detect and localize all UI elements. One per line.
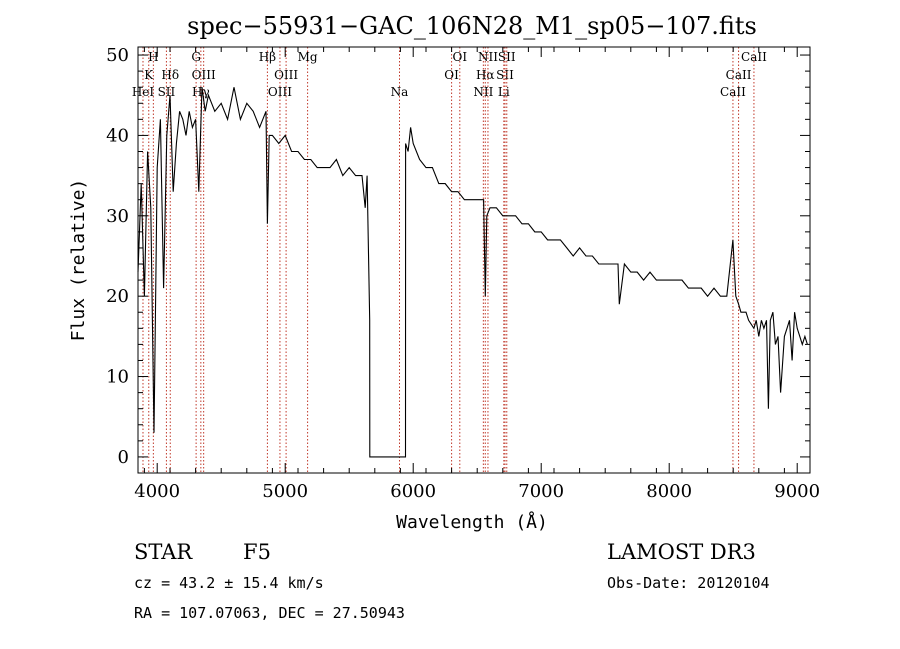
object-class: STAR [134, 540, 193, 564]
marker-label: Hγ [192, 85, 210, 99]
marker-label: OIII [268, 85, 292, 99]
marker-label: NII [473, 85, 493, 99]
marker-label: CaII [741, 50, 767, 64]
object-subclass: F5 [243, 540, 271, 564]
marker-label: SII [158, 85, 176, 99]
marker-label: CaII [720, 85, 746, 99]
marker-label: Na [391, 85, 409, 99]
marker-label: OI [444, 68, 459, 82]
marker-label: Hα [476, 68, 495, 82]
y-tick-label: 40 [106, 125, 129, 146]
x-tick-label: 8000 [646, 481, 692, 502]
marker-label: Li [498, 85, 510, 99]
y-axis-label: Flux (relative) [68, 179, 89, 342]
x-tick-label: 4000 [134, 481, 180, 502]
marker-label: HeI [132, 85, 155, 99]
y-tick-label: 30 [106, 206, 129, 227]
axes: 4000 5000 6000 7000 8000 9000 0 10 20 30 40 50 [106, 45, 820, 502]
marker-label: Hβ [259, 50, 276, 64]
chart-title: spec−55931−GAC_106N28_M1_sp05−107.fits [187, 12, 757, 40]
marker-label: Mg [298, 50, 318, 64]
x-tick-label: 9000 [774, 481, 820, 502]
ra-dec: RA = 107.07063, DEC = 27.50943 [134, 604, 405, 622]
x-tick-label: 7000 [518, 481, 564, 502]
marker-label: SII [496, 68, 514, 82]
observation-date: Obs-Date: 20120104 [607, 574, 770, 592]
marker-label: OI [453, 50, 468, 64]
marker-label: SII [498, 50, 516, 64]
marker-label: CaII [726, 68, 752, 82]
y-tick-label: 50 [106, 45, 129, 66]
x-axis-label: Wavelength (Å) [396, 511, 548, 533]
spectrum-line [137, 87, 808, 458]
survey-name: LAMOST DR3 [607, 540, 756, 564]
marker-label: OIII [192, 68, 216, 82]
y-tick-label: 20 [106, 286, 129, 307]
plot-frame [137, 46, 811, 474]
y-tick-label: 0 [118, 447, 129, 468]
x-tick-label: 6000 [390, 481, 436, 502]
marker-label: H [148, 50, 158, 64]
marker-label: G [191, 50, 201, 64]
marker-label: NII [478, 50, 498, 64]
spectrum-series [137, 87, 808, 458]
marker-label: OIII [274, 68, 298, 82]
x-tick-label: 5000 [262, 481, 308, 502]
y-tick-label: 10 [106, 367, 129, 388]
marker-label: Hδ [161, 68, 179, 82]
marker-label: K [144, 68, 154, 82]
redshift-cz: cz = 43.2 ± 15.4 km/s [134, 574, 324, 592]
